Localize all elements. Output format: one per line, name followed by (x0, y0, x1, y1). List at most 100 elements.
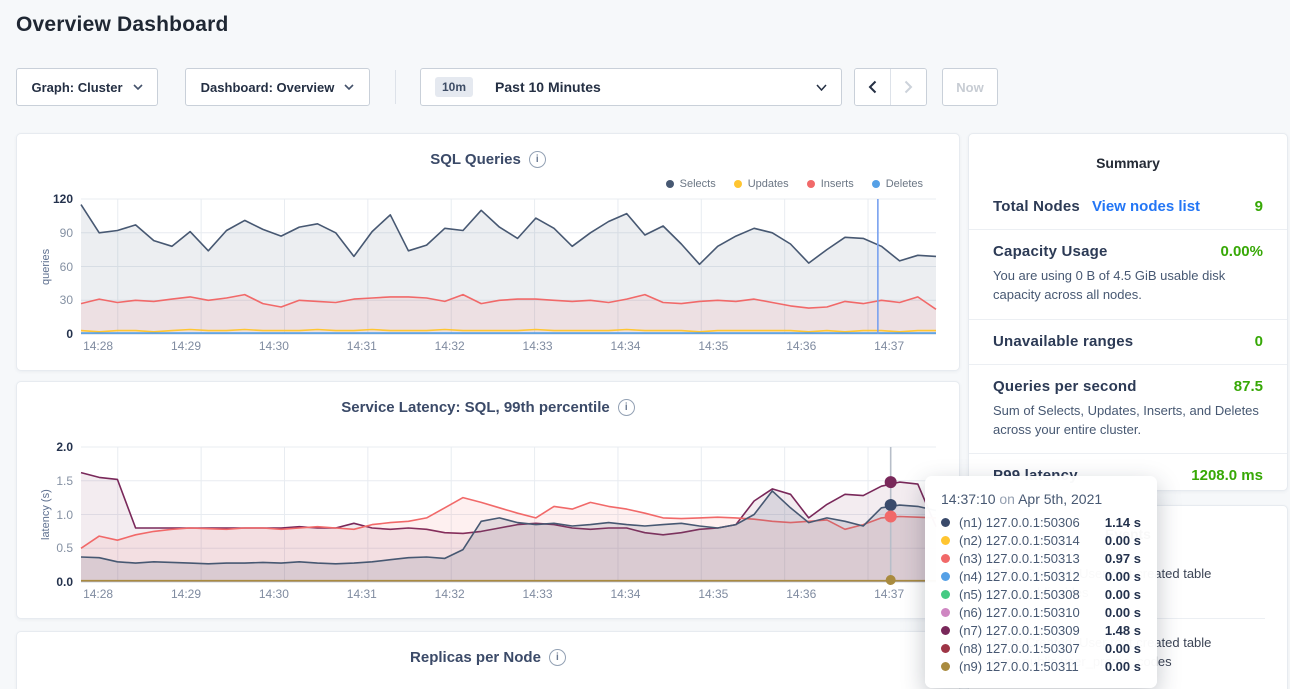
series-color-dot (941, 608, 950, 617)
legend-item-deletes[interactable]: Deletes (872, 178, 923, 190)
x-axis-tick: 14:28 (83, 339, 113, 353)
series-color-dot (941, 626, 950, 635)
tooltip-timestamp: 14:37:10 on Apr 5th, 2021 (941, 491, 1141, 507)
chart-title: Replicas per Node (410, 649, 541, 666)
node-address: (n8) 127.0.0.1:50307 (959, 641, 1080, 656)
tooltip-node-row: (n3) 127.0.0.1:50313 0.97 s (941, 549, 1141, 567)
previous-time-button[interactable] (855, 69, 890, 105)
node-value: 0.00 s (1105, 533, 1141, 548)
x-axis-tick: 14:31 (347, 587, 377, 601)
y-axis-tick: 2.0 (56, 440, 73, 454)
graph-dropdown[interactable]: Graph: Cluster (16, 68, 158, 106)
summary-label: Total Nodes (993, 198, 1080, 215)
x-axis-tick: 14:30 (259, 339, 289, 353)
chart-legend: Selects Updates Inserts Deletes (666, 178, 923, 190)
chevron-left-icon (868, 80, 877, 94)
y-axis-tick: 0 (66, 327, 73, 341)
x-axis-tick: 14:29 (171, 339, 201, 353)
node-address: (n2) 127.0.0.1:50314 (959, 533, 1080, 548)
legend-item-selects[interactable]: Selects (666, 178, 716, 190)
summary-row: Queries per second87.5Sum of Selects, Up… (969, 364, 1287, 454)
node-value: 0.97 s (1105, 551, 1141, 566)
summary-description: You are using 0 B of 4.5 GiB usable disk… (993, 267, 1263, 305)
legend-item-updates[interactable]: Updates (734, 178, 789, 190)
summary-description: Sum of Selects, Updates, Inserts, and De… (993, 402, 1263, 440)
info-icon[interactable]: i (549, 649, 566, 666)
chart-hover-tooltip: 14:37:10 on Apr 5th, 2021 (n1) 127.0.0.1… (925, 476, 1157, 688)
y-axis-tick: 60 (60, 260, 73, 274)
next-time-button[interactable] (890, 69, 926, 105)
y-axis-label: queries (39, 199, 53, 334)
chart-title: Service Latency: SQL, 99th percentile (341, 399, 609, 416)
tooltip-node-row: (n4) 127.0.0.1:503120.00 s (941, 567, 1141, 585)
tooltip-node-row: (n8) 127.0.0.1:50307 0.00 s (941, 639, 1141, 657)
x-axis-tick: 14:34 (610, 339, 640, 353)
time-range-badge: 10m (435, 77, 473, 97)
x-axis-tick: 14:34 (610, 587, 640, 601)
node-value: 1.14 s (1105, 515, 1141, 530)
service-latency-chart-card: Service Latency: SQL, 99th percentile i … (16, 381, 960, 619)
x-axis-tick: 14:37 (874, 339, 904, 353)
x-axis-tick: 14:28 (83, 587, 113, 601)
chevron-right-icon (904, 80, 913, 94)
summary-value: 0.00% (1220, 243, 1263, 260)
node-value: 0.00 s (1105, 587, 1141, 602)
x-axis-tick: 14:35 (698, 339, 728, 353)
info-icon[interactable]: i (618, 399, 635, 416)
summary-row: Unavailable ranges0 (969, 319, 1287, 364)
view-nodes-list-link[interactable]: View nodes list (1092, 198, 1200, 215)
summary-row: Capacity Usage 0.00% You are using 0 B of … (969, 229, 1287, 319)
summary-value: 1208.0 ms (1191, 467, 1263, 484)
node-address: (n3) 127.0.0.1:50313 (959, 551, 1080, 566)
info-icon[interactable]: i (529, 151, 546, 168)
overview-dashboard-page: Overview Dashboard Graph: Cluster Dashbo… (0, 0, 1290, 689)
chevron-down-icon (133, 84, 143, 90)
summary-panel: Summary Total NodesView nodes list9Capac… (968, 133, 1288, 491)
chevron-down-icon (344, 84, 354, 90)
summary-value: 0 (1255, 333, 1263, 350)
y-axis-tick: 0.0 (56, 575, 73, 589)
x-axis-ticks: 14:2814:2914:3014:3114:3214:3314:3414:35… (81, 339, 936, 355)
time-range-selector[interactable]: 10m Past 10 Minutes (420, 68, 842, 106)
series-color-dot (941, 572, 950, 581)
x-axis-tick: 14:35 (698, 587, 728, 601)
x-axis-tick: 14:32 (435, 339, 465, 353)
page-title: Overview Dashboard (16, 13, 229, 37)
legend-item-inserts[interactable]: Inserts (807, 178, 854, 190)
node-value: 0.00 s (1105, 569, 1141, 584)
time-range-label: Past 10 Minutes (495, 79, 601, 95)
summary-label: Queries per second (993, 378, 1137, 395)
sql-queries-chart-card: SQL Queries i SelectsUpdatesInsertsDelet… (16, 133, 960, 371)
service-latency-plot[interactable]: 0.00.51.01.52.0 (81, 447, 936, 582)
y-axis-tick: 0.5 (56, 541, 73, 555)
chevron-down-icon (816, 84, 827, 91)
y-axis-tick: 90 (60, 226, 73, 240)
summary-label: Capacity Usage (993, 243, 1108, 260)
series-color-dot (941, 662, 950, 671)
node-address: (n7) 127.0.0.1:50309 (959, 623, 1080, 638)
legend-dot (807, 180, 815, 188)
series-color-dot (941, 518, 950, 527)
node-address: (n6) 127.0.0.1:50310 (959, 605, 1080, 620)
sql-queries-plot[interactable]: 0306090120 (81, 199, 936, 334)
tooltip-node-row: (n1) 127.0.0.1:503061.14 s (941, 513, 1141, 531)
x-axis-ticks: 14:2814:2914:3014:3114:3214:3314:3414:35… (81, 587, 936, 603)
x-axis-tick: 14:30 (259, 587, 289, 601)
node-value: 0.00 s (1105, 641, 1141, 656)
dashboard-dropdown[interactable]: Dashboard: Overview (185, 68, 370, 106)
x-axis-tick: 14:33 (523, 339, 553, 353)
node-address: (n9) 127.0.0.1:50311 (959, 659, 1079, 674)
summary-row: Total NodesView nodes list9 (969, 185, 1287, 229)
node-value: 0.00 s (1105, 659, 1141, 674)
legend-dot (666, 180, 674, 188)
x-axis-tick: 14:36 (786, 587, 816, 601)
y-axis-tick: 120 (53, 192, 73, 206)
tooltip-node-row: (n6) 127.0.0.1:503100.00 s (941, 603, 1141, 621)
now-button[interactable]: Now (942, 68, 998, 106)
time-step-buttons (854, 68, 927, 106)
series-color-dot (941, 590, 950, 599)
series-color-dot (941, 644, 950, 653)
node-address: (n5) 127.0.0.1:50308 (959, 587, 1080, 602)
series-color-dot (941, 536, 950, 545)
y-axis-tick: 1.5 (56, 474, 73, 488)
